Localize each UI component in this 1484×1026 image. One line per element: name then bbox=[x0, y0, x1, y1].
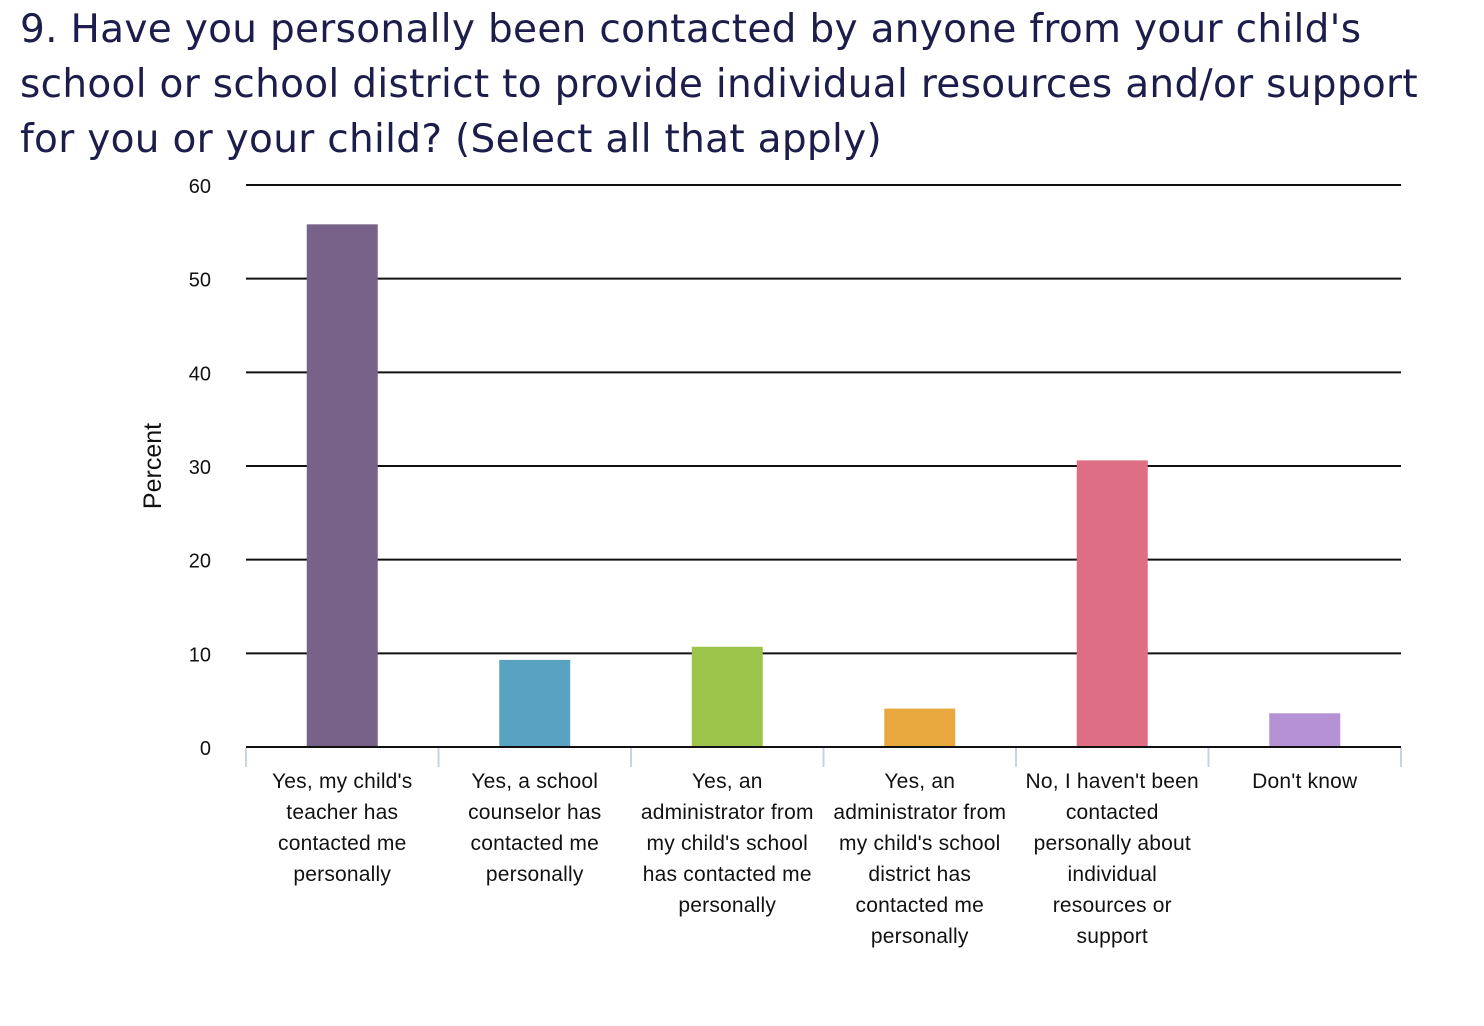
x-tick-label: Yes, an administrator from my child's sc… bbox=[640, 770, 814, 917]
bar bbox=[884, 708, 956, 747]
y-tick-label: 30 bbox=[189, 457, 211, 479]
bar bbox=[499, 659, 571, 747]
x-tick-label: Yes, my child's teacher has contacted me… bbox=[272, 770, 413, 886]
x-tick-label: Yes, an administrator from my child's sc… bbox=[833, 770, 1007, 948]
x-tick-label: Don't know bbox=[1252, 770, 1358, 793]
y-tick-label: 60 bbox=[189, 176, 211, 198]
y-tick-label: 40 bbox=[189, 363, 211, 385]
y-tick-label: 20 bbox=[189, 551, 211, 573]
bar bbox=[691, 646, 763, 747]
x-tick-label: No, I haven't been contacted personally … bbox=[1025, 770, 1199, 948]
bar bbox=[306, 224, 378, 748]
y-axis-label: Percent bbox=[139, 423, 167, 509]
y-tick-label: 50 bbox=[189, 270, 211, 292]
y-tick-label: 10 bbox=[189, 644, 211, 666]
bar bbox=[1269, 713, 1341, 747]
chart-title: 9. Have you personally been contacted by… bbox=[20, 7, 1418, 162]
x-tick-label: Yes, a school counselor has contacted me… bbox=[468, 770, 602, 886]
y-tick-label: 0 bbox=[200, 738, 211, 760]
bar bbox=[1076, 460, 1148, 747]
